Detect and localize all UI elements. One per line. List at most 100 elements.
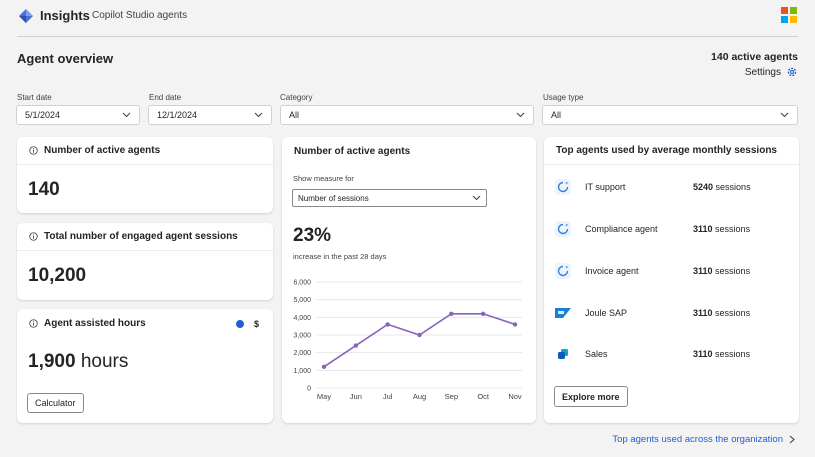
agent-sessions: 3110 sessions <box>693 266 750 276</box>
agent-sessions: 3110 sessions <box>693 308 750 318</box>
microsoft-logo-icon <box>781 7 797 23</box>
assisted-hours-card: Agent assisted hours $ 1,900 hours Calcu… <box>17 309 273 423</box>
card-title: Number of active agents <box>44 145 161 156</box>
card-title: Total number of engaged agent sessions <box>44 231 238 242</box>
card-header: Top agents used by average monthly sessi… <box>544 137 799 165</box>
app-name: Insights <box>40 8 90 23</box>
y-tick-label: 3,000 <box>293 333 311 340</box>
active-agents-count: 140 active agents <box>711 51 798 63</box>
header-divider <box>17 36 798 37</box>
y-tick-label: 1,000 <box>293 368 311 375</box>
session-count: 5240 <box>693 182 714 192</box>
end-date-value: 12/1/2024 <box>157 110 198 120</box>
session-suffix: sessions <box>715 266 751 276</box>
top-agents-card: Top agents used by average monthly sessi… <box>544 137 799 423</box>
agent-name: Invoice agent <box>585 266 639 276</box>
measure-dropdown[interactable]: Number of sessions <box>292 189 487 207</box>
top-agents-org-link[interactable]: Top agents used across the organization <box>612 434 795 445</box>
category-label: Category <box>280 93 313 102</box>
explore-more-button[interactable]: Explore more <box>554 386 628 407</box>
assisted-hours-value: 1,900 hours <box>28 351 128 373</box>
data-point[interactable] <box>417 332 422 338</box>
data-point[interactable] <box>480 311 486 316</box>
data-point[interactable] <box>512 322 518 327</box>
agent-row[interactable]: Joule SAP 3110 sessions <box>555 304 787 322</box>
card-title: Agent assisted hours <box>44 317 146 329</box>
percent-caption: increase in the past 28 days <box>293 252 387 261</box>
chevron-down-icon <box>516 112 525 118</box>
agent-name: Compliance agent <box>585 224 658 234</box>
x-tick-label: Aug <box>413 392 426 401</box>
line-chart: 0 1,000 2,000 3,000 4,000 5,000 6,000 May Jun Jul… <box>293 280 522 401</box>
info-icon[interactable] <box>29 318 38 328</box>
calculator-button[interactable]: Calculator <box>27 393 84 413</box>
usage-type-label: Usage type <box>543 93 584 102</box>
agent-row[interactable]: IT support 5240 sessions <box>555 178 787 196</box>
settings-button[interactable]: Settings <box>745 66 798 78</box>
card-title: Top agents used by average monthly sessi… <box>556 145 777 156</box>
dollar-toggle-icon[interactable]: $ <box>253 319 259 329</box>
engaged-sessions-card: Total number of engaged agent sessions 1… <box>17 223 273 300</box>
y-tick-label: 4,000 <box>293 315 311 322</box>
y-tick-label: 2,000 <box>293 350 311 357</box>
copilot-agent-icon <box>555 263 571 279</box>
agent-sessions: 3110 sessions <box>693 224 750 234</box>
session-suffix: sessions <box>715 224 751 234</box>
insights-logo-icon <box>19 9 33 23</box>
end-date-label: End date <box>149 93 182 102</box>
card-title: Number of active agents <box>294 145 411 157</box>
y-tick-label: 6,000 <box>293 280 311 287</box>
agent-row[interactable]: Invoice agent 3110 sessions <box>555 262 787 280</box>
end-date-picker[interactable]: 12/1/2024 <box>148 105 272 125</box>
card-header: Total number of engaged agent sessions <box>17 223 273 251</box>
agent-name: Sales <box>585 349 608 359</box>
agent-row[interactable]: Compliance agent 3110 sessions <box>555 220 787 238</box>
link-label: Top agents used across the organization <box>612 434 783 445</box>
data-point[interactable] <box>385 322 390 327</box>
series-line <box>323 312 516 368</box>
data-point[interactable] <box>353 343 359 348</box>
copilot-agent-icon <box>555 179 571 195</box>
engaged-sessions-value: 10,200 <box>28 265 87 286</box>
start-date-label: Start date <box>17 93 52 102</box>
session-suffix: sessions <box>715 349 751 359</box>
start-date-picker[interactable]: 5/1/2024 <box>16 105 140 125</box>
app-subtitle: Copilot Studio agents <box>92 10 188 21</box>
session-count: 3110 <box>693 308 713 318</box>
info-icon[interactable] <box>29 146 38 155</box>
x-tick-label: Oct <box>477 392 490 401</box>
measure-value: Number of sessions <box>298 193 369 203</box>
assisted-hours-unit: hours <box>80 351 129 372</box>
session-count: 3110 <box>693 266 713 276</box>
agent-row[interactable]: Sales 3110 sessions <box>555 345 787 363</box>
chevron-right-icon <box>789 435 795 444</box>
active-agents-value: 140 <box>28 179 60 200</box>
session-suffix: sessions <box>715 182 751 192</box>
agent-name: Joule SAP <box>585 308 628 318</box>
data-point[interactable] <box>449 311 454 316</box>
agent-sessions: 3110 sessions <box>693 349 750 359</box>
data-point[interactable] <box>321 364 327 369</box>
page-title: Agent overview <box>17 51 114 66</box>
card-header: Number of active agents <box>282 137 536 165</box>
agent-sessions: 5240 sessions <box>693 182 751 192</box>
sales-app-icon <box>555 346 571 362</box>
clock-toggle-icon[interactable] <box>235 320 244 328</box>
card-header: Agent assisted hours <box>17 309 273 337</box>
session-count: 3110 <box>693 224 713 234</box>
chevron-down-icon <box>122 112 131 118</box>
x-tick-label: May <box>317 392 331 401</box>
x-tick-label: Jul <box>383 392 393 401</box>
category-dropdown[interactable]: All <box>280 105 534 125</box>
settings-label: Settings <box>744 66 781 78</box>
chevron-down-icon <box>472 195 481 201</box>
percent-change: 23% <box>293 225 332 246</box>
usage-type-dropdown[interactable]: All <box>542 105 798 125</box>
info-icon[interactable] <box>29 232 38 241</box>
session-suffix: sessions <box>715 308 751 318</box>
assisted-hours-number: 1,900 <box>28 351 76 372</box>
copilot-agent-icon <box>555 221 571 237</box>
unit-toggle: $ <box>235 319 259 329</box>
category-value: All <box>289 110 300 120</box>
active-agents-card: Number of active agents 140 <box>17 137 273 213</box>
